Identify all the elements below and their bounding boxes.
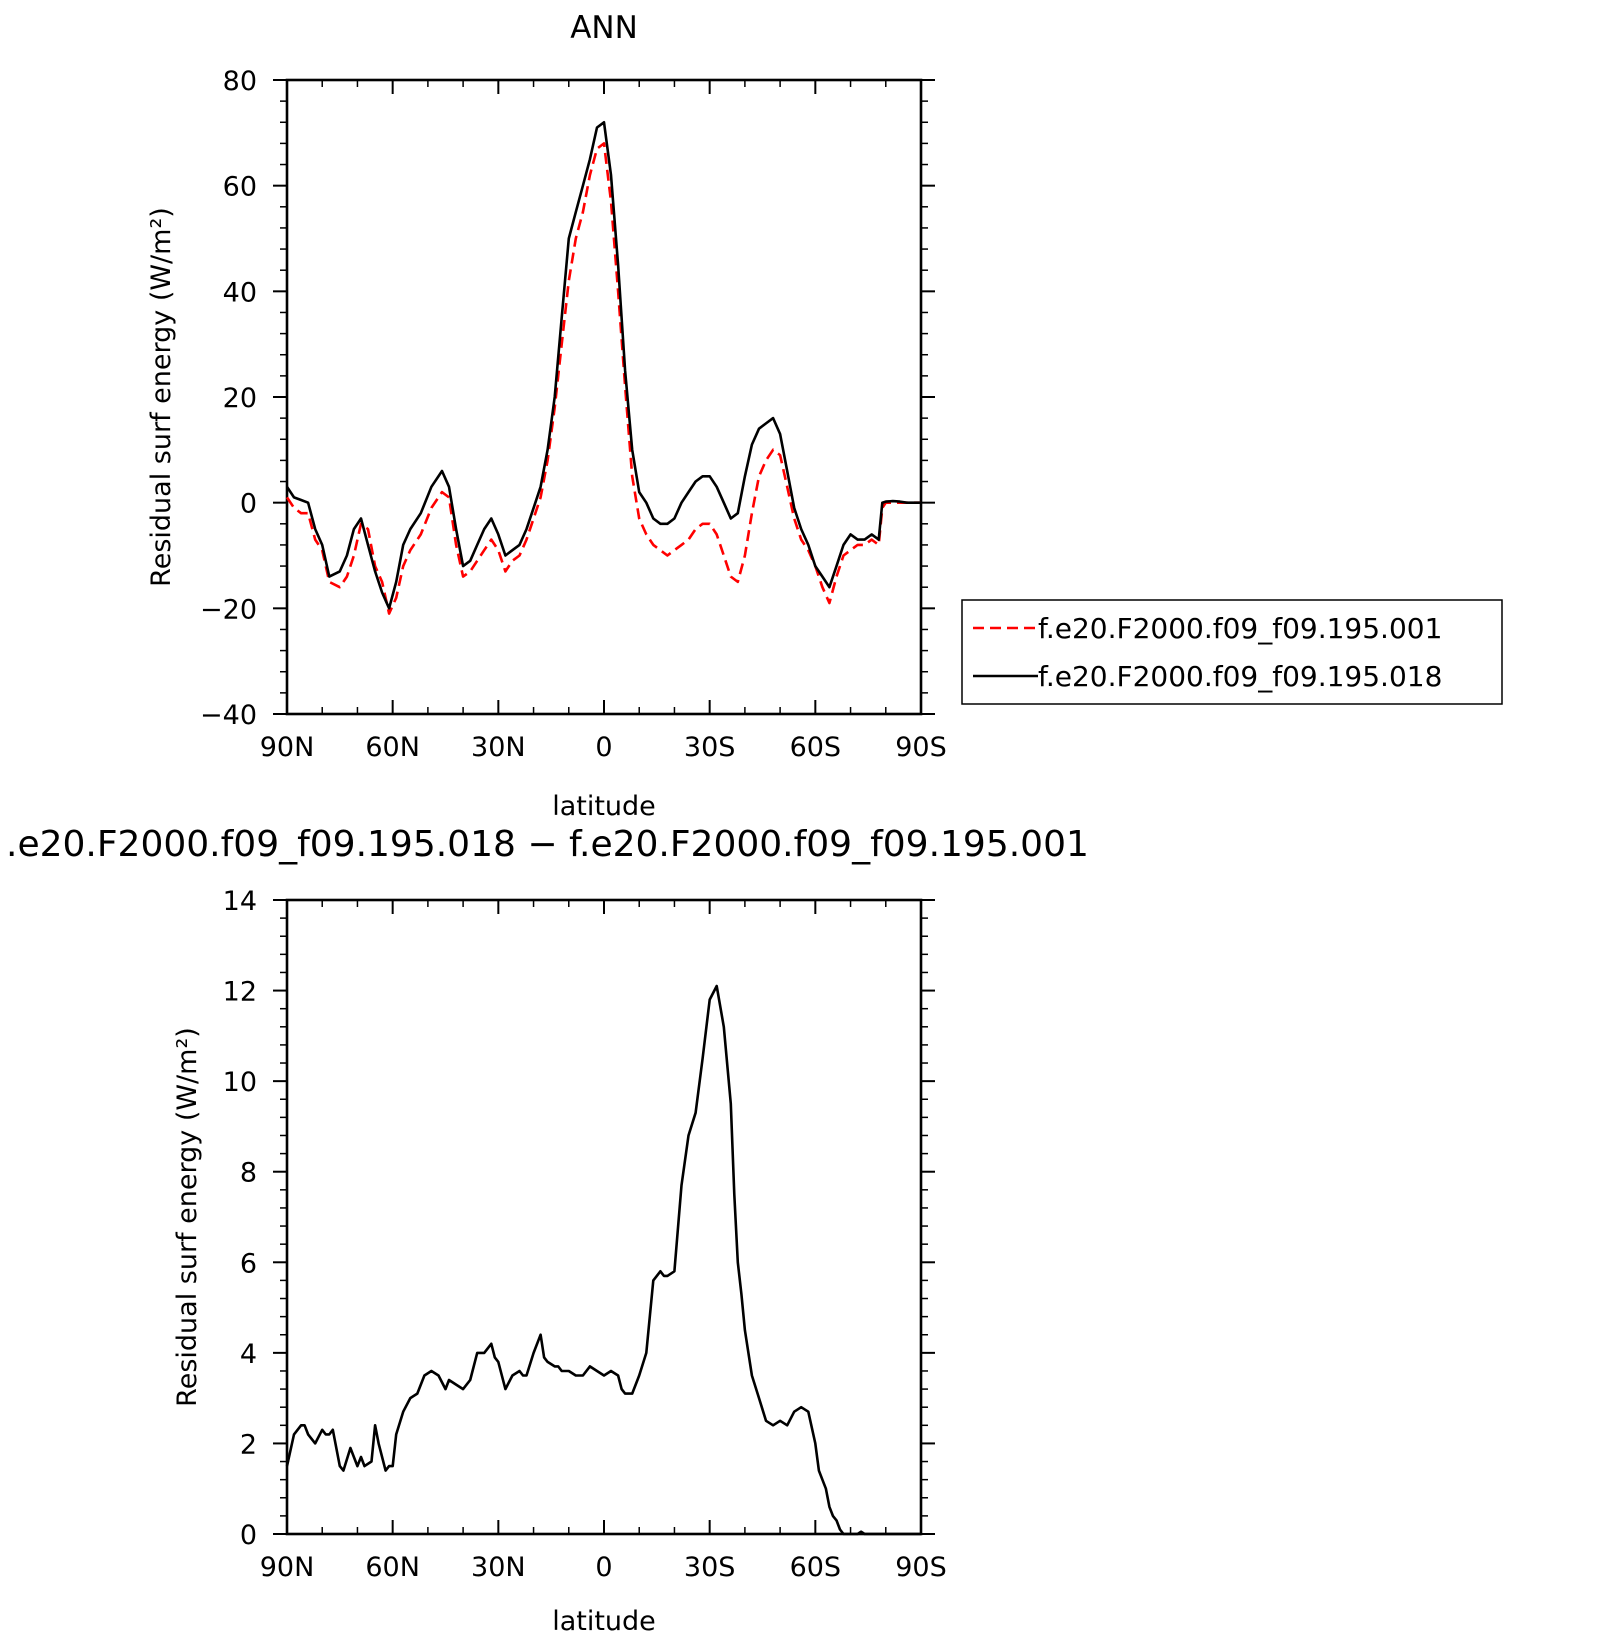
bottom-y-tick-label: 10 (223, 1067, 257, 1098)
bottom-y-tick-label: 6 (240, 1248, 257, 1279)
bottom-x-tick-label: 90N (260, 1552, 315, 1583)
top-y-tick-label: −40 (200, 700, 257, 731)
top-y-tick-label: −20 (200, 594, 257, 625)
bottom-y-tick-label: 4 (240, 1339, 257, 1370)
top-x-tick-label: 0 (595, 732, 612, 763)
top-x-tick-label: 30N (471, 732, 526, 763)
top-y-tick-label: 0 (240, 489, 257, 520)
top-x-tick-label: 90N (260, 732, 315, 763)
bottom-y-tick-label: 14 (223, 886, 257, 917)
top-plot-frame (285, 78, 923, 716)
legend: f.e20.F2000.f09_f09.195.001 f.e20.F2000.… (961, 599, 1503, 705)
bottom-x-axis-label: latitude (552, 1606, 656, 1635)
top-y-tick-label: 40 (223, 277, 257, 308)
bottom-ticks: 90N 60N 30N 0 30S 60S 90S 14 12 10 8 6 4 2 0 (223, 886, 947, 1583)
top-x-tick-label: 30S (684, 732, 736, 763)
bottom-x-tick-label: 0 (595, 1552, 612, 1583)
legend-label-series-2: f.e20.F2000.f09_f09.195.018 (1038, 660, 1442, 693)
bottom-x-tick-label: 30N (471, 1552, 526, 1583)
top-x-axis-label: latitude (552, 791, 656, 822)
bottom-panel-title: .e20.F2000.f09_f09.195.018 − f.e20.F2000… (6, 824, 1089, 865)
top-series-line-1 (285, 142, 921, 615)
top-y-axis-label: Residual surf energy (W/m²) (146, 207, 177, 587)
top-y-tick-label: 80 (223, 66, 257, 97)
bottom-series-group (285, 984, 921, 1536)
bottom-x-tick-label: 60S (790, 1552, 842, 1583)
top-x-tick-label: 90S (895, 732, 947, 763)
legend-label-series-1: f.e20.F2000.f09_f09.195.001 (1038, 612, 1442, 645)
bottom-x-tick-label: 30S (684, 1552, 736, 1583)
top-series-line-2 (285, 121, 921, 610)
bottom-plot-frame (285, 898, 923, 1536)
bottom-y-tick-label: 8 (240, 1158, 257, 1189)
legend-box (961, 599, 1503, 705)
top-x-tick-label: 60N (365, 732, 420, 763)
top-x-tick-label: 60S (790, 732, 842, 763)
top-panel-title: ANN (570, 10, 638, 46)
top-panel: ANN 90N 60N 30N 0 30S 60S 90S 80 60 40 20 0 −20 −40 l… (146, 10, 1503, 822)
top-y-tick-label: 60 (223, 172, 257, 203)
bottom-y-axis-label: Residual surf energy (W/m²) (172, 1027, 203, 1407)
top-ticks: 90N 60N 30N 0 30S 60S 90S 80 60 40 20 0 −20 −40 (200, 66, 947, 763)
bottom-panel: .e20.F2000.f09_f09.195.018 − f.e20.F2000… (6, 824, 1089, 1635)
top-y-tick-label: 20 (223, 383, 257, 414)
bottom-x-tick-label: 60N (365, 1552, 420, 1583)
bottom-y-tick-label: 0 (240, 1520, 257, 1551)
bottom-y-tick-label: 12 (223, 977, 257, 1008)
bottom-y-tick-label: 2 (240, 1429, 257, 1460)
top-series-group (285, 121, 921, 615)
bottom-x-tick-label: 90S (895, 1552, 947, 1583)
bottom-series-line-1 (285, 984, 921, 1536)
